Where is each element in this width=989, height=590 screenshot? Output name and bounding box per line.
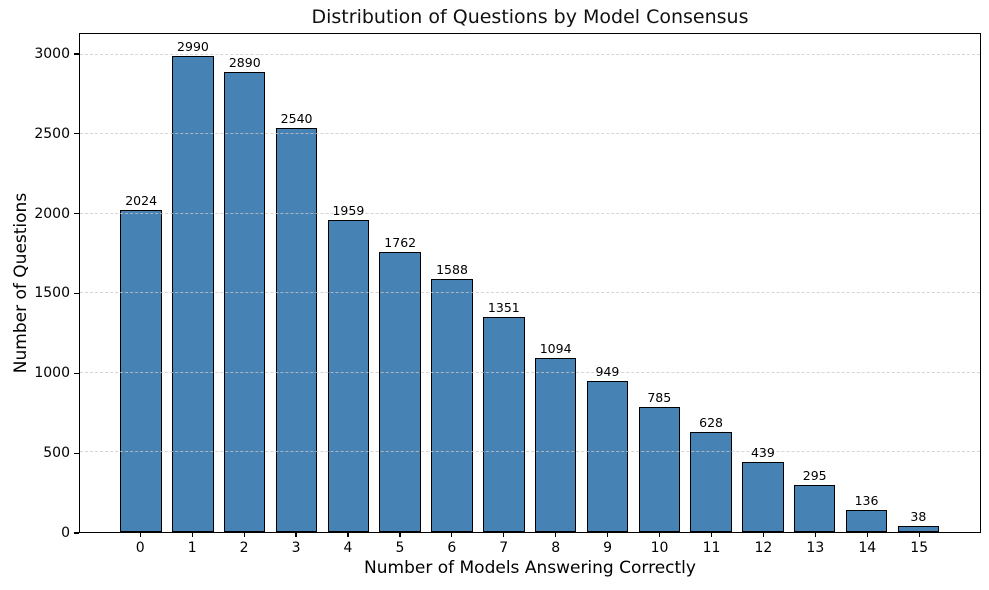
x-tick-mark: [555, 533, 557, 537]
bar-value-label: 2990: [177, 39, 209, 55]
x-tick-label: 9: [603, 540, 613, 556]
bar: [793, 485, 836, 532]
gridline: [80, 451, 980, 453]
bar-value-label: 628: [699, 415, 724, 431]
bar-value-label: 136: [854, 493, 879, 509]
bar-value-label: 38: [910, 508, 927, 524]
bar-value-label: 1762: [384, 234, 417, 250]
gridline: [80, 212, 980, 214]
bar: [845, 510, 888, 532]
x-tick-label: 6: [447, 540, 457, 556]
bar: [897, 525, 940, 532]
bar-value-label: 295: [802, 468, 827, 484]
bar: [275, 128, 318, 532]
bar: [431, 279, 473, 532]
gridline: [80, 371, 980, 373]
bar-value-label: 1959: [332, 203, 365, 219]
x-tick-mark: [607, 533, 609, 537]
bar-value-label: 2540: [280, 111, 313, 127]
x-tick-label: 15: [910, 540, 929, 556]
x-tick-label: 14: [858, 540, 877, 556]
x-tick-label: 3: [291, 540, 301, 556]
x-tick-mark: [866, 533, 868, 537]
bar: [327, 220, 370, 532]
x-tick-label: 8: [551, 540, 561, 556]
x-tick-mark: [451, 533, 453, 537]
bar-value-label: 1588: [436, 262, 468, 278]
bar-value-label: 785: [647, 390, 672, 406]
x-tick-mark: [710, 533, 713, 537]
bar: [534, 358, 577, 532]
x-tick-label: 13: [806, 540, 825, 556]
bar: [379, 251, 421, 532]
y-tick-label: 500: [43, 445, 70, 462]
x-tick-label: 7: [499, 540, 509, 556]
x-tick-mark: [399, 533, 401, 537]
bar: [742, 462, 784, 532]
chart-title: Distribution of Questions by Model Conse…: [311, 6, 749, 28]
x-tick-mark: [295, 533, 297, 537]
bar: [172, 56, 214, 532]
x-axis-label: Number of Models Answering Correctly: [364, 558, 696, 578]
bar: [483, 317, 525, 532]
x-tick-label: 12: [754, 540, 773, 556]
x-tick-label: 10: [650, 540, 669, 556]
x-tick-mark: [139, 533, 141, 537]
x-tick-mark: [658, 533, 661, 537]
bar: [120, 210, 162, 532]
plot-area: 2024 2990 2890 2540 1959 1762 1588 1351 1094 949 7…: [79, 33, 981, 533]
x-tick-label: 5: [395, 540, 405, 556]
x-tick-mark: [243, 533, 245, 537]
bar-value-label: 439: [750, 445, 775, 461]
x-tick-mark: [918, 533, 920, 537]
gridline: [80, 292, 980, 294]
x-tick-mark: [762, 533, 764, 537]
x-tick-mark: [814, 533, 816, 537]
gridline: [80, 133, 980, 135]
bar: [224, 72, 266, 532]
bar-value-label: 949: [595, 364, 620, 380]
y-tick-label: 0: [61, 525, 70, 541]
bar-value-label: 1094: [539, 341, 572, 356]
bar-value-label: 2890: [228, 55, 261, 71]
bar: [586, 381, 629, 532]
bar: [690, 432, 732, 532]
bar: [638, 407, 680, 532]
x-tick-label: 0: [135, 540, 145, 556]
y-tick-label: 3000: [34, 45, 70, 62]
x-tick-label: 11: [702, 540, 721, 556]
x-tick-mark: [347, 533, 349, 537]
x-tick-mark: [503, 533, 505, 537]
x-tick-mark: [191, 533, 193, 537]
x-tick-label: 2: [239, 540, 249, 556]
gridline: [80, 53, 980, 55]
bar-value-label: 1351: [487, 300, 520, 316]
y-axis-label: Number of Questions: [11, 192, 31, 374]
bar-value-label: 2024: [125, 193, 158, 209]
y-tick-label: 2500: [34, 125, 70, 142]
x-tick-label: 1: [187, 540, 197, 556]
x-tick-label: 4: [343, 540, 353, 556]
